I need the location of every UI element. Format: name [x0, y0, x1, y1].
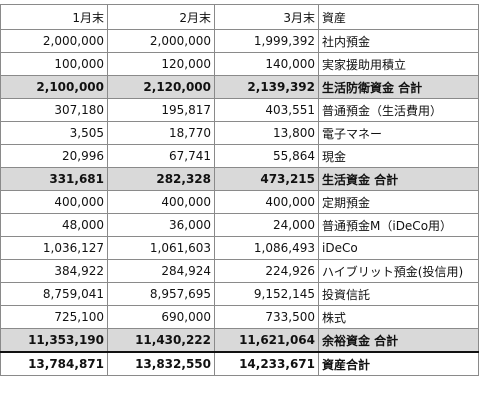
cell-march[interactable]: 1,999,392 — [214, 29, 319, 53]
table-row: 8,759,041 8,957,695 9,152,145 投資信託 — [0, 282, 479, 306]
cell-february[interactable]: 2,120,000 — [107, 75, 215, 99]
subtotal-row: 11,353,190 11,430,222 11,621,064 余裕資金 合計 — [0, 328, 479, 353]
table-body: 2,000,000 2,000,000 1,999,392 社内預金 100,000 12… — [0, 29, 479, 376]
header-february: 2月末 — [107, 4, 215, 30]
cell-march[interactable]: 9,152,145 — [214, 282, 319, 306]
cell-march[interactable]: 11,621,064 — [214, 328, 319, 353]
subtotal-row: 2,100,000 2,120,000 2,139,392 生活防衛資金 合計 — [0, 75, 479, 99]
cell-asset-label[interactable]: 実家援助用積立 — [318, 52, 479, 76]
cell-february[interactable]: 284,924 — [107, 259, 215, 283]
cell-asset-label[interactable]: 株式 — [318, 305, 479, 329]
cell-january[interactable]: 20,996 — [0, 144, 108, 168]
table-row: 2,000,000 2,000,000 1,999,392 社内預金 — [0, 29, 479, 53]
table-row: 307,180 195,817 403,551 普通預金（生活費用） — [0, 98, 479, 122]
cell-asset-label[interactable]: 社内預金 — [318, 29, 479, 53]
cell-asset-label[interactable]: 生活防衛資金 合計 — [318, 75, 479, 99]
cell-january[interactable]: 331,681 — [0, 167, 108, 191]
cell-january[interactable]: 307,180 — [0, 98, 108, 122]
cell-january[interactable]: 2,000,000 — [0, 29, 108, 53]
cell-february[interactable]: 1,061,603 — [107, 236, 215, 260]
asset-table: 1月末 2月末 3月末 資産 2,000,000 2,000,000 1,999,3… — [0, 4, 479, 376]
cell-march[interactable]: 1,086,493 — [214, 236, 319, 260]
cell-february[interactable]: 8,957,695 — [107, 282, 215, 306]
cell-march[interactable]: 55,864 — [214, 144, 319, 168]
subtotal-row: 331,681 282,328 473,215 生活資金 合計 — [0, 167, 479, 191]
table-row: 48,000 36,000 24,000 普通預金M（iDeCo用） — [0, 213, 479, 237]
cell-january[interactable]: 13,784,871 — [0, 351, 108, 376]
cell-asset-label[interactable]: iDeCo — [318, 236, 479, 260]
cell-january[interactable]: 2,100,000 — [0, 75, 108, 99]
cell-asset-label[interactable]: 投資信託 — [318, 282, 479, 306]
cell-february[interactable]: 690,000 — [107, 305, 215, 329]
cell-asset-label[interactable]: 余裕資金 合計 — [318, 328, 479, 353]
table-row: 400,000 400,000 400,000 定期預金 — [0, 190, 479, 214]
cell-february[interactable]: 2,000,000 — [107, 29, 215, 53]
cell-february[interactable]: 282,328 — [107, 167, 215, 191]
cell-january[interactable]: 384,922 — [0, 259, 108, 283]
table-row: 384,922 284,924 224,926 ハイブリット預金(投信用) — [0, 259, 479, 283]
table-row: 1,036,127 1,061,603 1,086,493 iDeCo — [0, 236, 479, 260]
cell-march[interactable]: 403,551 — [214, 98, 319, 122]
cell-asset-label[interactable]: 現金 — [318, 144, 479, 168]
cell-march[interactable]: 224,926 — [214, 259, 319, 283]
cell-march[interactable]: 400,000 — [214, 190, 319, 214]
cell-february[interactable]: 36,000 — [107, 213, 215, 237]
cell-february[interactable]: 18,770 — [107, 121, 215, 145]
cell-january[interactable]: 1,036,127 — [0, 236, 108, 260]
header-row: 1月末 2月末 3月末 資産 — [0, 4, 479, 30]
cell-february[interactable]: 120,000 — [107, 52, 215, 76]
cell-asset-label[interactable]: 電子マネー — [318, 121, 479, 145]
cell-february[interactable]: 195,817 — [107, 98, 215, 122]
cell-january[interactable]: 11,353,190 — [0, 328, 108, 353]
cell-march[interactable]: 473,215 — [214, 167, 319, 191]
cell-march[interactable]: 14,233,671 — [214, 351, 319, 376]
cell-february[interactable]: 13,832,550 — [107, 351, 215, 376]
cell-january[interactable]: 48,000 — [0, 213, 108, 237]
cell-asset-label[interactable]: 生活資金 合計 — [318, 167, 479, 191]
cell-january[interactable]: 725,100 — [0, 305, 108, 329]
grand-total-row: 13,784,871 13,832,550 14,233,671 資産合計 — [0, 351, 479, 376]
cell-asset-label[interactable]: ハイブリット預金(投信用) — [318, 259, 479, 283]
asset-spreadsheet: 1月末 2月末 3月末 資産 2,000,000 2,000,000 1,999,3… — [0, 4, 479, 376]
cell-january[interactable]: 400,000 — [0, 190, 108, 214]
header-march: 3月末 — [214, 4, 319, 30]
table-row: 100,000 120,000 140,000 実家援助用積立 — [0, 52, 479, 76]
cell-asset-label[interactable]: 普通預金（生活費用） — [318, 98, 479, 122]
table-row: 20,996 67,741 55,864 現金 — [0, 144, 479, 168]
cell-january[interactable]: 8,759,041 — [0, 282, 108, 306]
cell-asset-label[interactable]: 普通預金M（iDeCo用） — [318, 213, 479, 237]
cell-january[interactable]: 100,000 — [0, 52, 108, 76]
header-assets: 資産 — [318, 4, 479, 30]
cell-february[interactable]: 11,430,222 — [107, 328, 215, 353]
header-january: 1月末 — [0, 4, 108, 30]
cell-february[interactable]: 400,000 — [107, 190, 215, 214]
cell-march[interactable]: 2,139,392 — [214, 75, 319, 99]
cell-march[interactable]: 24,000 — [214, 213, 319, 237]
cell-march[interactable]: 13,800 — [214, 121, 319, 145]
cell-january[interactable]: 3,505 — [0, 121, 108, 145]
cell-march[interactable]: 140,000 — [214, 52, 319, 76]
cell-february[interactable]: 67,741 — [107, 144, 215, 168]
cell-asset-label[interactable]: 資産合計 — [318, 351, 479, 376]
table-row: 725,100 690,000 733,500 株式 — [0, 305, 479, 329]
cell-asset-label[interactable]: 定期預金 — [318, 190, 479, 214]
table-row: 3,505 18,770 13,800 電子マネー — [0, 121, 479, 145]
cell-march[interactable]: 733,500 — [214, 305, 319, 329]
